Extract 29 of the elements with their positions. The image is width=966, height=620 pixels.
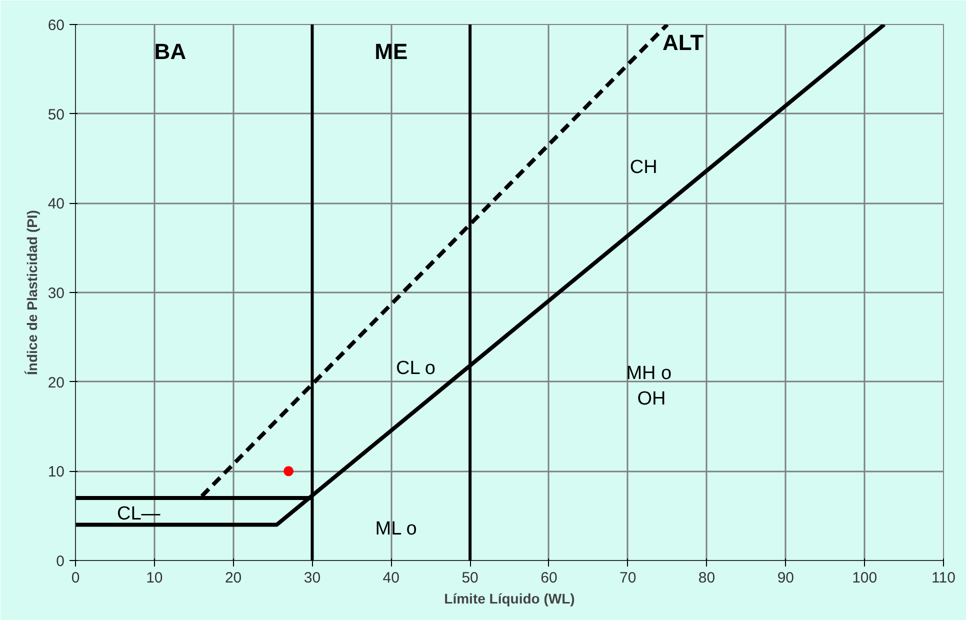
x-tick-label: 60 [540,570,558,586]
x-tick-label: 50 [462,570,478,586]
annotation: CL o [396,358,436,379]
annotation: CH [630,156,658,178]
y-tick-label: 50 [48,106,65,124]
x-axis-title: Límite Líquido (WL) [444,590,575,606]
annotation: ALT [662,30,704,55]
y-tick-label: 20 [48,374,65,392]
x-tick-label: 110 [932,570,956,586]
annotation: BA [154,38,186,64]
x-tick-label: 30 [304,570,321,586]
x-tick-label: 80 [698,570,716,586]
y-tick-label: 0 [56,553,64,570]
x-tick-label: 10 [146,570,163,586]
x-tick-label: 40 [382,570,400,586]
x-tick-label: 100 [852,570,878,586]
x-tick-label: 90 [777,570,794,586]
annotation: ML o [375,518,417,540]
x-tick-label: 70 [620,570,636,586]
y-tick-label: 40 [48,196,65,213]
y-axis-title: Índice de Plasticidad (PI) [24,210,40,375]
y-tick-label: 30 [48,285,65,302]
annotation: ME [374,38,408,64]
y-tick-label: 10 [48,464,65,481]
x-tick-label: 0 [71,570,80,586]
x-tick-label: 20 [224,570,242,586]
annotation: MH o OH [626,363,672,410]
annotation: CL— [116,504,160,525]
y-tick-label: 60 [48,17,65,34]
